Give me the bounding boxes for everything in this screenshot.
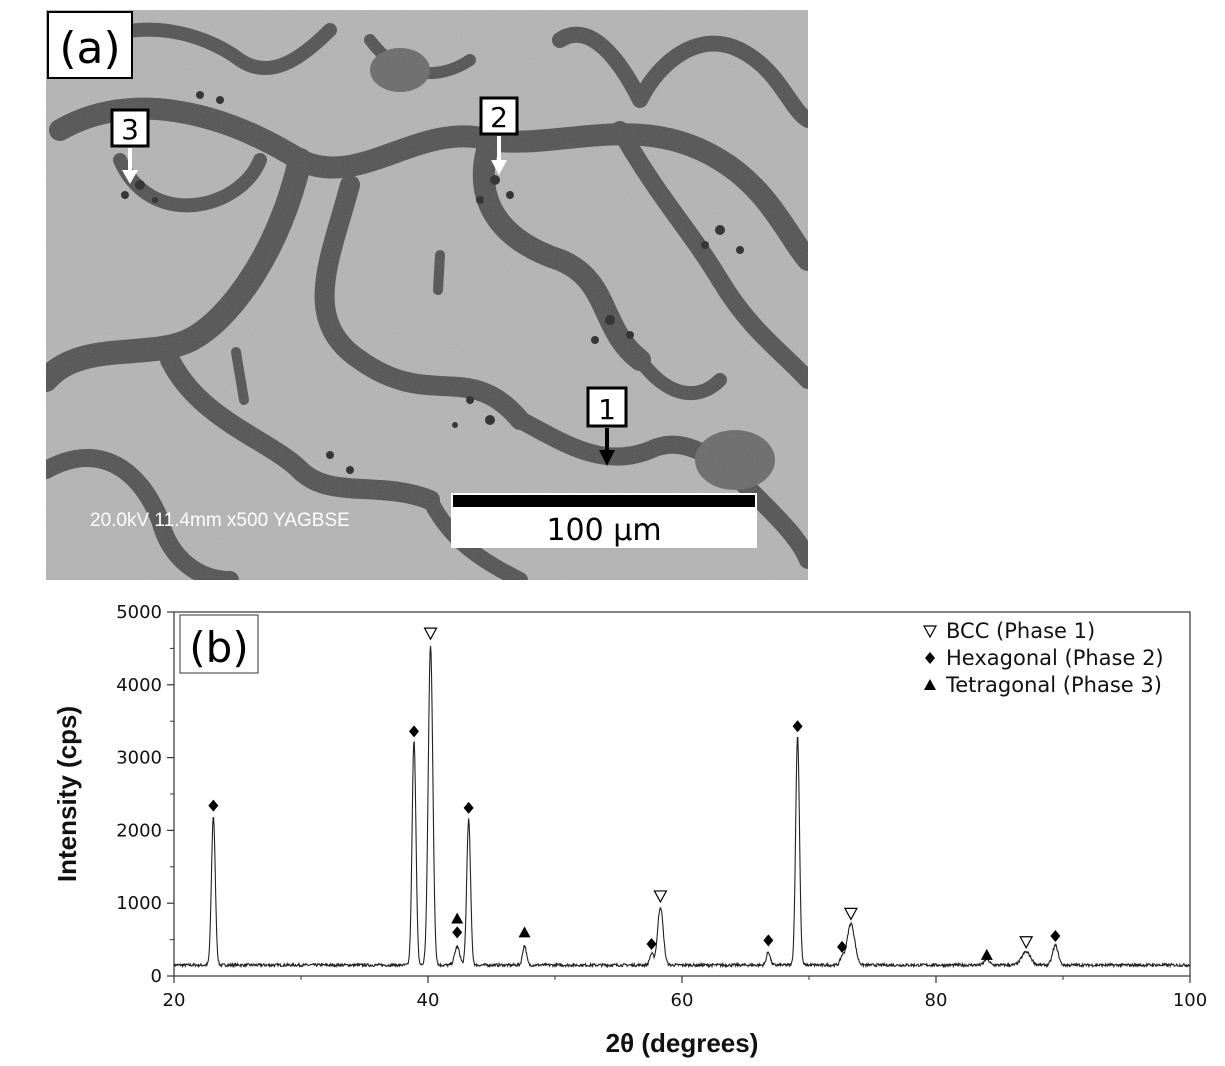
x-axis-title: 2θ (degrees) — [606, 1028, 759, 1058]
marker-3-label: 3 — [121, 113, 139, 146]
marker-1-label: 1 — [598, 393, 616, 426]
marker-hexagonal — [792, 720, 803, 733]
sem-micrograph — [46, 10, 808, 580]
arrow-down-icon — [491, 160, 507, 175]
marker-bcc — [653, 890, 668, 904]
marker-2: 2 — [479, 96, 519, 175]
marker-hexagonal — [452, 926, 463, 939]
panel-label-b-box — [179, 614, 259, 674]
panel-label-a-box: (a) — [47, 11, 133, 79]
x-tick-label: 100 — [1173, 990, 1207, 1011]
marker-1: 1 — [586, 386, 628, 466]
panel-label-a: (a) — [59, 23, 120, 74]
marker-tetragonal — [451, 912, 464, 924]
scale-bar-label: 100 μm — [546, 513, 661, 548]
marker-hexagonal — [837, 940, 848, 953]
scale-bar: 100 μm — [451, 493, 757, 548]
xrd-series-line — [173, 645, 1191, 969]
x-tick-label: 20 — [163, 990, 186, 1011]
y-tick-label: 3000 — [116, 748, 162, 769]
panel-label-b: (b) — [189, 623, 248, 672]
y-axis-title: Intensity (cps) — [52, 706, 82, 882]
marker-3: 3 — [110, 108, 150, 184]
legend-entry: BCC (Phase 1) — [946, 619, 1095, 643]
marker-hexagonal — [463, 801, 474, 814]
legend-hex-icon — [925, 652, 935, 664]
marker-hexagonal — [763, 934, 774, 947]
marker-hexagonal — [409, 725, 420, 738]
legend-entry: Hexagonal (Phase 2) — [946, 646, 1164, 670]
arrow-down-icon — [599, 450, 615, 466]
y-tick-label: 4000 — [116, 675, 162, 696]
x-tick-label: 80 — [925, 990, 948, 1011]
y-tick-label: 0 — [151, 966, 162, 987]
marker-bcc — [423, 627, 438, 641]
legend-entry: Tetragonal (Phase 3) — [945, 673, 1162, 697]
marker-hexagonal — [1050, 929, 1061, 942]
legend-tet-icon — [924, 679, 936, 690]
y-tick-label: 2000 — [116, 820, 162, 841]
arrow-down-icon — [122, 170, 138, 184]
x-tick-label: 40 — [417, 990, 440, 1011]
marker-hexagonal — [646, 937, 657, 950]
legend-bcc-icon — [922, 625, 938, 639]
marker-tetragonal — [980, 948, 993, 960]
marker-bcc — [843, 907, 858, 921]
x-tick-label: 60 — [671, 990, 694, 1011]
y-tick-label: 5000 — [116, 602, 162, 623]
marker-2-label: 2 — [490, 101, 508, 134]
y-tick-label: 1000 — [116, 893, 162, 914]
sem-info-text: 20.0kV 11.4mm x500 YAGBSE — [90, 510, 350, 531]
legend: BCC (Phase 1) Hexagonal (Phase 2) Tetragon… — [922, 619, 1164, 697]
marker-hexagonal — [208, 799, 219, 812]
marker-tetragonal — [518, 926, 531, 938]
marker-bcc — [1019, 936, 1034, 950]
